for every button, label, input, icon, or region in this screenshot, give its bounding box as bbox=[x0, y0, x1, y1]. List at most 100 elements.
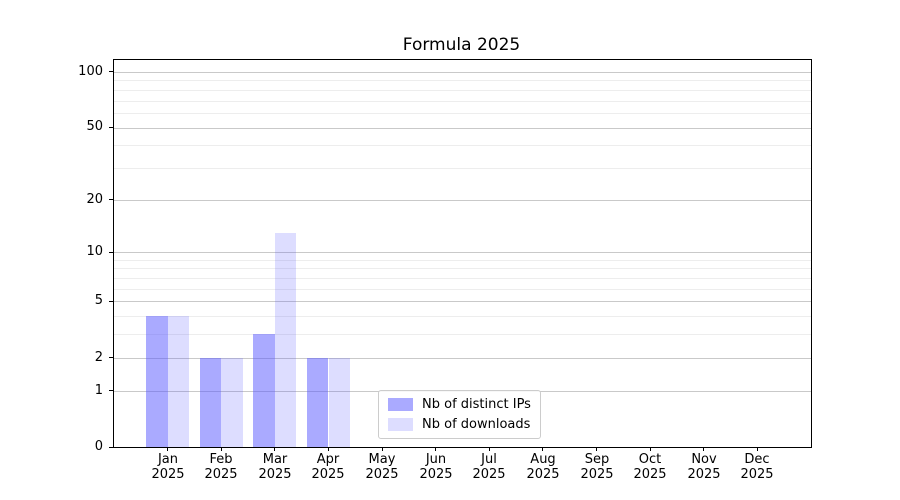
x-tick-label-year: 2025 bbox=[258, 467, 292, 482]
bar-distinct-ips-apr bbox=[307, 357, 329, 447]
y-tick-mark bbox=[109, 71, 113, 72]
x-tick-label: May 2025 bbox=[342, 452, 422, 482]
x-tick-label: Oct 2025 bbox=[610, 452, 690, 482]
y-tick-label: 5 bbox=[94, 293, 103, 308]
x-tick-label: Jul 2025 bbox=[449, 452, 529, 482]
x-tick-label: Nov 2025 bbox=[664, 452, 744, 482]
y-tick-label: 0 bbox=[94, 439, 103, 454]
bar-distinct-ips-feb bbox=[199, 357, 222, 447]
x-tick-label-year: 2025 bbox=[151, 467, 185, 482]
y-tick-label: 1 bbox=[94, 383, 103, 398]
gridline-minor bbox=[114, 80, 811, 82]
x-tick-label-month: Nov bbox=[691, 452, 717, 467]
gridline-minor bbox=[114, 112, 811, 114]
y-tick-mark bbox=[109, 127, 113, 128]
legend-item-distinct-ips: Nb of distinct IPs bbox=[388, 397, 531, 412]
gridline-minor bbox=[114, 278, 811, 279]
x-tick-label-year: 2025 bbox=[740, 467, 774, 482]
gridline-major bbox=[114, 199, 811, 201]
x-tick-label-month: Dec bbox=[744, 452, 770, 467]
x-tick-label-month: Aug bbox=[530, 452, 556, 467]
x-tick-label: Sep 2025 bbox=[557, 452, 637, 482]
gridline-minor bbox=[114, 288, 811, 290]
x-tick-mark bbox=[274, 447, 275, 451]
x-tick-label: Aug 2025 bbox=[503, 452, 583, 482]
x-tick-label-year: 2025 bbox=[472, 467, 506, 482]
x-tick-label: Mar 2025 bbox=[235, 452, 315, 482]
x-tick-label-month: Feb bbox=[209, 452, 233, 467]
x-tick-label-month: Sep bbox=[584, 452, 610, 467]
x-tick-label-year: 2025 bbox=[365, 467, 399, 482]
x-tick-mark bbox=[757, 447, 758, 451]
legend-swatch-distinct-ips bbox=[388, 398, 413, 411]
x-tick-label-month: Mar bbox=[262, 452, 288, 467]
bar-distinct-ips-mar bbox=[253, 334, 275, 447]
gridline-minor bbox=[114, 316, 811, 318]
x-tick-label-month: Jul bbox=[481, 452, 497, 467]
x-tick-mark bbox=[328, 447, 329, 451]
gridline-minor bbox=[114, 268, 811, 270]
gridline-minor bbox=[114, 100, 811, 102]
y-tick-mark bbox=[109, 252, 113, 253]
gridline-minor bbox=[114, 259, 811, 261]
x-tick-label-month: May bbox=[368, 452, 396, 467]
y-tick-mark bbox=[109, 199, 113, 200]
y-tick-mark bbox=[109, 357, 113, 358]
gridline-major bbox=[114, 72, 811, 73]
x-tick-label-month: Jun bbox=[425, 452, 447, 467]
legend-item-downloads: Nb of downloads bbox=[388, 417, 531, 432]
y-tick-mark bbox=[109, 447, 113, 448]
bar-distinct-ips-jan bbox=[146, 316, 168, 447]
x-tick-mark bbox=[167, 447, 168, 451]
x-tick-label: Dec 2025 bbox=[717, 452, 797, 482]
x-tick-label-year: 2025 bbox=[580, 467, 614, 482]
gridline-minor bbox=[114, 89, 811, 91]
x-tick-label: Feb 2025 bbox=[181, 452, 261, 482]
x-tick-label-month: Jan bbox=[157, 452, 179, 467]
gridline-major bbox=[114, 252, 811, 254]
y-tick-label: 100 bbox=[78, 64, 103, 79]
plot-area: Nb of distinct IPs Nb of downloads bbox=[113, 59, 812, 448]
legend-label-distinct-ips: Nb of distinct IPs bbox=[422, 397, 531, 412]
x-tick-mark bbox=[221, 447, 222, 451]
x-tick-label-year: 2025 bbox=[687, 467, 721, 482]
x-tick-label-month: Oct bbox=[638, 452, 662, 467]
x-tick-label-year: 2025 bbox=[633, 467, 667, 482]
y-tick-label: 20 bbox=[86, 192, 103, 207]
x-tick-mark bbox=[650, 447, 651, 451]
legend-label-downloads: Nb of downloads bbox=[422, 417, 531, 432]
x-tick-label-year: 2025 bbox=[526, 467, 560, 482]
x-tick-label-month: Apr bbox=[316, 452, 340, 467]
bar-downloads-jan bbox=[167, 316, 189, 447]
x-tick-label: Jan 2025 bbox=[128, 452, 208, 482]
x-tick-mark bbox=[703, 447, 704, 451]
x-tick-label: Apr 2025 bbox=[288, 452, 368, 482]
gridline-major bbox=[114, 127, 811, 129]
y-tick-label: 2 bbox=[94, 350, 103, 365]
gridline-major bbox=[114, 357, 811, 359]
y-tick-mark bbox=[109, 301, 113, 302]
x-tick-label-year: 2025 bbox=[311, 467, 345, 482]
x-tick-mark bbox=[489, 447, 490, 451]
gridline-minor bbox=[114, 334, 811, 336]
x-tick-mark bbox=[382, 447, 383, 451]
y-tick-mark bbox=[109, 390, 113, 391]
x-tick-label-year: 2025 bbox=[419, 467, 453, 482]
x-tick-mark bbox=[542, 447, 543, 451]
x-tick-label: Jun 2025 bbox=[396, 452, 476, 482]
gridline-minor bbox=[114, 167, 811, 169]
y-tick-label: 10 bbox=[86, 244, 103, 259]
x-tick-mark bbox=[596, 447, 597, 451]
bar-downloads-mar bbox=[274, 232, 297, 447]
gridline-major bbox=[114, 301, 811, 303]
legend-swatch-downloads bbox=[388, 418, 413, 431]
legend: Nb of distinct IPs Nb of downloads bbox=[378, 390, 541, 439]
bar-downloads-feb bbox=[221, 357, 243, 447]
y-tick-label: 50 bbox=[86, 119, 103, 134]
x-tick-label-year: 2025 bbox=[204, 467, 238, 482]
chart-title: Formula 2025 bbox=[402, 35, 521, 55]
gridline-minor bbox=[114, 145, 811, 147]
x-tick-mark bbox=[435, 447, 436, 451]
bar-downloads-apr bbox=[328, 357, 350, 447]
